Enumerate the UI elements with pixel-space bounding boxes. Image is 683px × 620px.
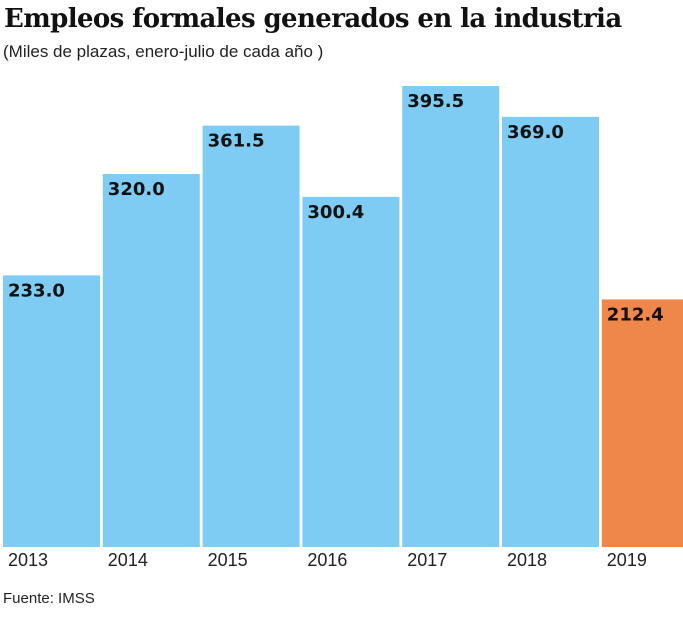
bar-2016 [302,196,400,548]
x-tick-2014: 2014 [108,550,148,570]
data-label-2014: 320.0 [108,179,165,200]
bar-2014 [102,174,200,548]
data-label-2017: 395.5 [407,91,464,112]
bar-2018 [502,116,599,548]
x-tick-2013: 2013 [8,550,48,570]
source-note: Fuente: IMSS [3,590,95,607]
bar-2015 [202,125,300,547]
x-tick-2019: 2019 [607,550,647,570]
chart-title: Empleos formales generados en la industr… [4,4,622,34]
bar-2017 [402,86,500,547]
bar-2019 [601,299,683,547]
data-label-2015: 361.5 [208,131,265,152]
data-label-2013: 233.0 [8,280,65,301]
data-label-2019: 212.4 [607,304,664,325]
bar-2013 [3,275,100,547]
chart-subtitle: (Miles de plazas, enero-julio de cada añ… [3,42,324,61]
x-tick-2015: 2015 [208,550,248,570]
data-label-2018: 369.0 [507,122,564,143]
x-tick-2016: 2016 [307,550,347,570]
data-label-2016: 300.4 [307,202,364,223]
x-tick-2018: 2018 [507,550,547,570]
x-tick-2017: 2017 [407,550,447,570]
